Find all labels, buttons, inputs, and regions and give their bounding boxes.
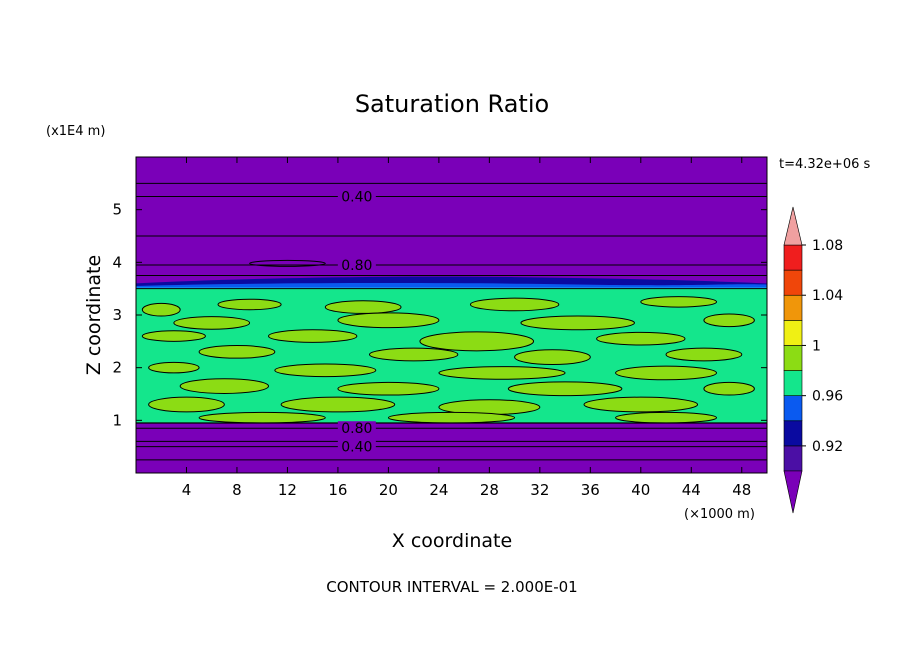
x-axis-title: X coordinate: [392, 530, 512, 552]
x-tick-label: 12: [278, 481, 297, 499]
colorbar-segment: [783, 320, 803, 346]
x-tick-label: 44: [682, 481, 701, 499]
near-one-contour-7: [337, 312, 440, 329]
colorbar-tick-label: 0.96: [812, 389, 843, 405]
contour-label-4: 0.40: [341, 440, 372, 456]
near-one-contour-30: [198, 411, 326, 424]
near-one-contour-15: [368, 347, 459, 362]
colorbar-segment: [783, 445, 803, 472]
near-one-contour-3: [324, 300, 402, 314]
near-one-contour-8: [520, 315, 635, 331]
near-one-contour-22: [179, 378, 270, 394]
near-one-contour-27: [280, 396, 396, 413]
near-one-contour-31: [387, 411, 516, 424]
closed-contour-loop: [249, 259, 326, 267]
near-one-contour-5: [640, 296, 718, 308]
colorbar-tick-label: 1.08: [812, 238, 843, 254]
near-one-contour-4: [469, 297, 560, 312]
y-tick-label: 1: [112, 411, 122, 429]
near-one-contour-13: [596, 331, 686, 346]
contour-label-bg-3: [337, 421, 376, 436]
colorbar-tick-label: 1.04: [812, 288, 843, 304]
x-tick-label: 24: [429, 481, 448, 499]
near-one-contour-11: [268, 329, 358, 343]
x-tick-label: 20: [379, 481, 398, 499]
near-one-contour-10: [141, 330, 206, 342]
contour-interval-note: CONTOUR INTERVAL = 2.000E-01: [326, 578, 577, 596]
y-axis-title: Z coordinate: [83, 255, 105, 375]
x-tick-label: 16: [328, 481, 347, 499]
near-one-contour-1: [141, 302, 181, 317]
contour-label-2: 0.80: [341, 258, 372, 274]
x-tick-label: 36: [581, 481, 600, 499]
colorbar-segment: [783, 420, 803, 447]
near-one-contour-16: [514, 349, 591, 366]
y-tick-label: 3: [112, 306, 122, 324]
y-tick-label: 4: [112, 253, 122, 271]
plot-area: 0.40 0.80 0.80 0.40: [135, 156, 768, 474]
near-one-contour-32: [615, 411, 718, 424]
x-tick-label: 40: [631, 481, 650, 499]
y-tick-label: 2: [112, 359, 122, 377]
x-tick-label: 48: [732, 481, 751, 499]
y-axis-ticks: 1 2 3 4 5: [112, 201, 767, 429]
colorbar-segment: [783, 244, 803, 271]
x-tick-label: 4: [182, 481, 192, 499]
colorbar-segment: [783, 294, 803, 321]
colorbar-tick-label: 0.92: [812, 439, 843, 455]
colorbar-segment: [783, 269, 803, 296]
near-one-contour-21: [615, 365, 718, 381]
contour-label-bg-2: [337, 257, 376, 272]
chart-title: Saturation Ratio: [355, 90, 549, 118]
near-one-contour-14: [198, 345, 276, 359]
contour-label-bg-4: [337, 439, 376, 454]
colorbar: 0.92 0.96 1 1.04 1.08: [783, 206, 843, 514]
y-tick-label: 5: [112, 201, 122, 219]
near-one-contour-18: [148, 361, 200, 374]
colorbar-over-triangle: [783, 206, 803, 246]
near-one-contour-9: [703, 313, 755, 328]
y-axis-unit-label: (x1E4 m): [46, 124, 105, 139]
colorbar-tick-label: 1: [812, 338, 821, 354]
near-one-contour-29: [583, 396, 699, 413]
x-tick-label: 8: [232, 481, 242, 499]
near-one-contour-20: [438, 366, 566, 380]
contour-field: 0.40 0.80 0.80 0.40: [136, 157, 767, 473]
near-one-contour-6: [173, 316, 251, 330]
time-stamp-label: t=4.32e+06 s: [779, 157, 871, 172]
near-one-contour-19: [274, 363, 377, 378]
near-one-contour-2: [217, 298, 282, 311]
contour-label-bg-1: [337, 189, 376, 204]
colorbar-under-triangle: [783, 470, 803, 514]
colorbar-segment: [783, 345, 803, 371]
x-axis-unit-label: (×1000 m): [684, 507, 755, 522]
colorbar-segment: [783, 370, 803, 396]
colorbar-segment: [783, 395, 803, 422]
x-axis-ticks: 4 8 12 16 20 24 28 32 36 40 44 48: [182, 157, 751, 499]
near-one-contour-24: [507, 381, 623, 397]
near-one-contour-12: [419, 331, 535, 352]
x-tick-label: 28: [480, 481, 499, 499]
x-tick-label: 32: [530, 481, 549, 499]
near-one-contour-17: [665, 347, 743, 362]
near-one-contour-26: [148, 396, 225, 413]
contour-label-1: 0.40: [341, 190, 372, 206]
contour-label-3: 0.80: [341, 421, 372, 437]
near-one-contour-23: [337, 381, 440, 396]
near-one-contour-25: [703, 381, 755, 396]
